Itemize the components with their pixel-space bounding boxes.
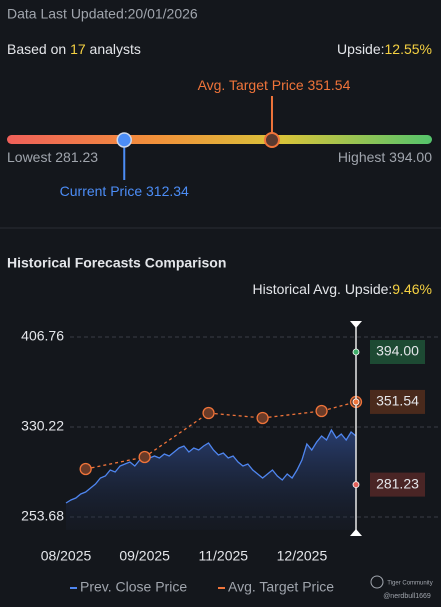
target-text: Avg. Target Price <box>198 77 304 93</box>
x-tick-label: 09/2025 <box>119 548 170 564</box>
target-marker <box>263 132 280 148</box>
y-tick-label: 253.68 <box>21 508 64 524</box>
y-tick-label: 406.76 <box>21 328 64 344</box>
marker-label: 281.23 <box>376 475 419 491</box>
highest: Highest 394.00 <box>338 149 432 165</box>
watermark-logo <box>370 575 384 589</box>
watermark-brand: Tiger Community <box>387 581 432 587</box>
x-tick-label: 12/2025 <box>277 548 328 564</box>
current-label: Current Price 312.34 <box>60 183 189 199</box>
current-marker <box>116 132 132 148</box>
watermark-user: @nerdbull1669 <box>383 593 431 600</box>
marker-label: 394.00 <box>376 343 419 359</box>
price-line <box>65 428 357 504</box>
history-upside: Historical Avg. Upside:9.46% <box>252 281 432 297</box>
current-value: 312.34 <box>146 183 189 199</box>
y-tick-label: 330.22 <box>21 418 64 434</box>
price-area <box>66 430 356 530</box>
marker-box <box>370 340 425 365</box>
legend-label: Avg. Target Price <box>228 579 334 595</box>
target-point <box>315 404 328 418</box>
target-point <box>138 450 151 464</box>
target-value: 351.54 <box>308 77 351 93</box>
marker-dot <box>352 481 360 489</box>
marker-dot <box>352 398 360 406</box>
target-point <box>202 406 215 420</box>
marker-label: 351.54 <box>376 393 419 409</box>
target-point <box>256 411 269 425</box>
marker-box <box>370 472 425 497</box>
target-label: Avg. Target Price 351.54 <box>198 77 351 93</box>
x-tick-label: 11/2025 <box>198 548 248 564</box>
target-point <box>79 462 92 476</box>
updated: Data Last Updated:20/01/2026 <box>7 6 198 22</box>
marker-box <box>370 389 425 414</box>
range-bar <box>7 135 432 144</box>
current-text: Current Price <box>60 183 143 199</box>
marker-dot <box>352 348 360 356</box>
upside: Upside:12.55% <box>337 41 432 57</box>
range-cap-bottom <box>350 529 362 536</box>
legend-label: Prev. Close Price <box>80 579 187 595</box>
x-tick-label: 08/2025 <box>41 548 92 564</box>
target-line <box>85 401 357 470</box>
based-on: Based on 17 analysts <box>7 41 141 57</box>
lowest: Lowest 281.23 <box>7 149 98 165</box>
chart-title: Historical Forecasts Comparison <box>7 255 226 271</box>
range-cap-top <box>350 321 362 328</box>
